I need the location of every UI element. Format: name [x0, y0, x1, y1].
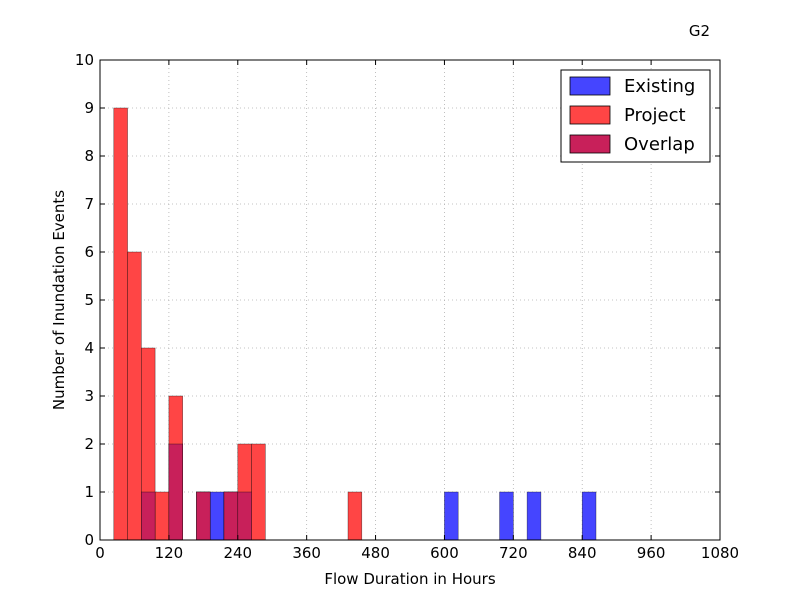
y-tick-label: 6: [84, 243, 94, 261]
chart-title: G2: [689, 22, 710, 40]
x-tick-label: 0: [95, 544, 105, 562]
bar-overlap: [196, 491, 211, 541]
bar-project: [347, 491, 363, 541]
y-tick-label: 9: [84, 99, 94, 117]
bar-overlap: [141, 491, 156, 541]
y-tick-label: 0: [84, 531, 94, 549]
bar-existing: [444, 491, 459, 541]
x-tick-label: 240: [223, 544, 252, 562]
bar-existing: [581, 491, 597, 541]
x-tick-label: 600: [430, 544, 459, 562]
bar-project: [251, 443, 266, 541]
x-tick-label: 960: [637, 544, 666, 562]
legend-label-overlap: Overlap: [624, 134, 695, 155]
bar-overlap: [223, 491, 239, 541]
y-tick-label: 10: [75, 51, 94, 69]
legend-swatch-project: [569, 105, 611, 125]
y-tick-label: 2: [84, 435, 94, 453]
x-tick-label: 720: [499, 544, 528, 562]
y-tick-label: 1: [84, 483, 94, 501]
bar-existing: [526, 491, 542, 541]
x-tick-label: 120: [155, 544, 184, 562]
legend-label-project: Project: [624, 105, 686, 126]
bar-overlap: [168, 443, 183, 541]
legend-swatch-overlap: [569, 134, 611, 154]
y-tick-label: 3: [84, 387, 94, 405]
y-tick-label: 5: [84, 291, 94, 309]
x-tick-label: 480: [361, 544, 390, 562]
bar-existing: [209, 491, 225, 541]
ticks-layer: 0 120 240 360 480 600 720 840 960 1080 0 1 2 3 4 5 6 7 8 9 1…: [75, 51, 739, 562]
y-axis-label: Number of Inundation Events: [50, 190, 68, 410]
legend-label-existing: Existing: [624, 76, 695, 97]
y-tick-label: 4: [84, 339, 94, 357]
bar-project: [154, 491, 170, 541]
legend-swatch-existing: [569, 76, 611, 96]
x-tick-label: 1080: [701, 544, 739, 562]
bar-project: [127, 251, 142, 541]
x-tick-label: 360: [292, 544, 321, 562]
bar-overlap: [237, 491, 252, 541]
y-tick-label: 7: [84, 195, 94, 213]
bar-project: [113, 107, 128, 541]
legend: Existing Project Overlap: [560, 69, 711, 163]
x-tick-label: 840: [568, 544, 597, 562]
x-axis-label: Flow Duration in Hours: [324, 570, 495, 588]
y-tick-label: 8: [84, 147, 94, 165]
bar-existing: [499, 491, 514, 541]
